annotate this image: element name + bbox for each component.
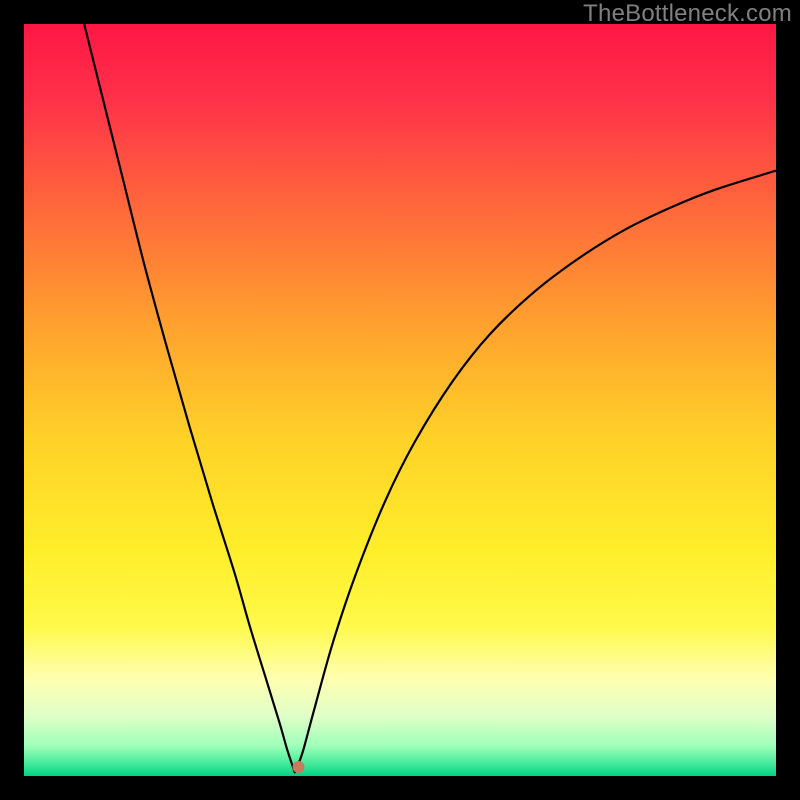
chart-outer-frame: TheBottleneck.com (0, 0, 800, 800)
chart-plot-area (24, 24, 776, 776)
watermark-text: TheBottleneck.com (583, 0, 792, 28)
chart-svg (24, 24, 776, 776)
chart-background (24, 24, 776, 776)
bottleneck-marker (292, 761, 304, 773)
